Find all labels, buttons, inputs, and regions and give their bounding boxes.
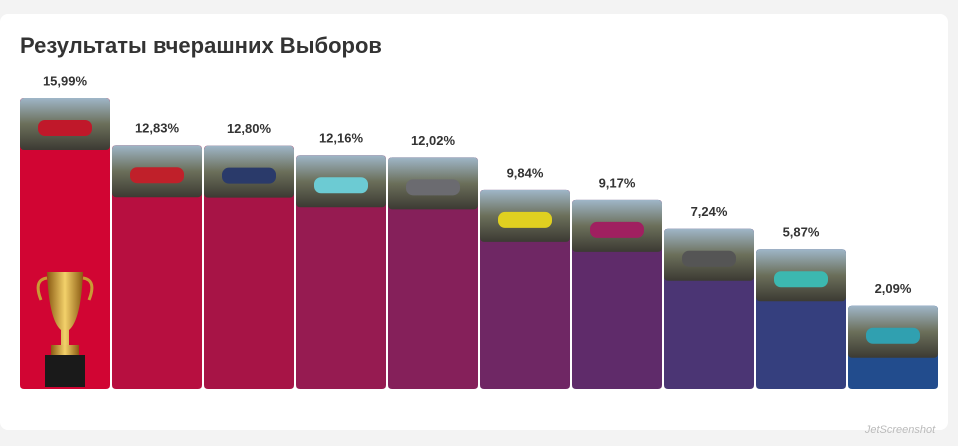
bar-group: 2,09% [848, 281, 938, 389]
value-label: 12,80% [227, 121, 272, 136]
bar-photo-car [38, 120, 92, 136]
bar-photo-car [222, 167, 276, 184]
bar [296, 155, 386, 389]
value-label: 12,83% [135, 121, 180, 136]
bar-group: 12,02% [388, 133, 478, 389]
bar-group: 9,84% [480, 165, 570, 389]
trophy-handles [36, 276, 94, 301]
trophy-stand [45, 355, 85, 387]
bar-photo-car [498, 211, 552, 228]
value-label: 12,02% [411, 133, 456, 148]
bar-group: 9,17% [572, 175, 662, 389]
trophy [36, 272, 94, 387]
value-label: 9,84% [507, 165, 544, 180]
value-label: 12,16% [319, 131, 364, 146]
bar-photo-car [314, 177, 368, 194]
bar-photo-car [866, 327, 920, 344]
bar-group: 12,16% [296, 131, 386, 389]
bar-group: 12,83% [112, 121, 202, 389]
trophy-base [51, 345, 79, 355]
chart-title: Результаты вчерашних Выборов [20, 33, 382, 58]
bar-group: 12,80% [204, 121, 294, 389]
bar [388, 157, 478, 389]
value-label: 7,24% [691, 204, 728, 219]
bar-photo-car [130, 167, 184, 184]
value-label: 5,87% [783, 225, 820, 240]
bar-photo-car [590, 221, 644, 238]
trophy-cup [47, 272, 83, 345]
bar [20, 98, 110, 389]
value-label: 15,99% [43, 73, 88, 88]
bar [204, 145, 294, 389]
bar-photo-car [774, 271, 828, 288]
bar-group: 5,87% [756, 225, 846, 389]
value-label: 2,09% [875, 281, 912, 296]
value-label: 9,17% [599, 175, 636, 190]
bar-photo-car [406, 179, 460, 196]
bar-photo-car [682, 250, 736, 267]
bar [112, 145, 202, 389]
bar-group: 15,99% [20, 73, 110, 389]
watermark: JetScreenshot [864, 424, 936, 436]
bar-group: 7,24% [664, 204, 754, 389]
